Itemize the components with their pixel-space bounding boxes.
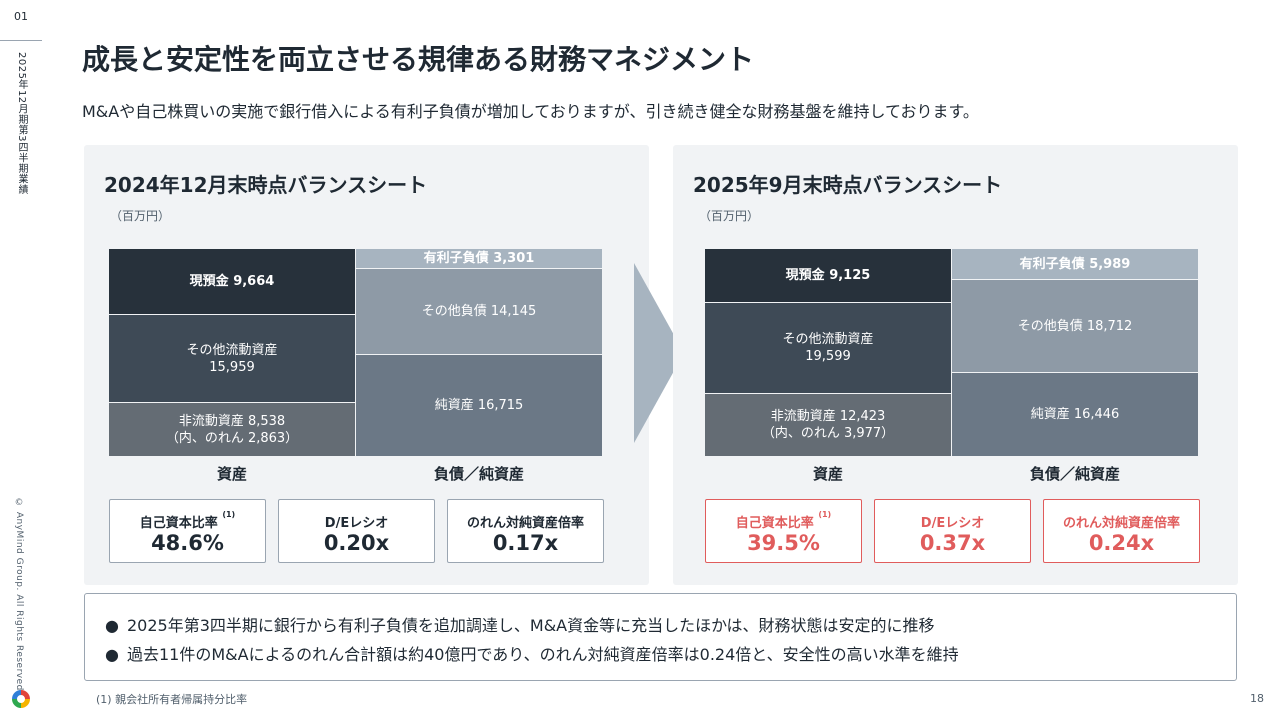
asset-block-cash: 現預金 9,664 (109, 249, 355, 315)
kpi-de-ratio: D/Eレシオ 0.37x (874, 499, 1031, 563)
liabilities-axis-label: 負債／純資産 (433, 465, 524, 483)
kpi-row: 自己資本比率 (1) 48.6% D/Eレシオ 0.20x のれん対純資産倍率 … (109, 499, 605, 563)
liab-block-debt: 有利子負債 5,989 (952, 249, 1198, 280)
balance-sheet-chart: 現預金 9,664 その他流動資産 15,959 非流動資産 8,538 （内、… (109, 249, 603, 456)
section-label: 2025年12月期第3四半期業績 (16, 52, 27, 195)
assets-axis-label: 資産 (216, 465, 247, 483)
kpi-value: 0.24x (1088, 531, 1155, 555)
balance-sheet-panel-2024: 2024年12月末時点バランスシート （百万円） 現預金 9,664 その他流動… (84, 145, 649, 585)
assets-column: 現預金 9,664 その他流動資産 15,959 非流動資産 8,538 （内、… (109, 249, 355, 456)
assets-column: 現預金 9,125 その他流動資産 19,599 非流動資産 12,423 （内… (705, 249, 951, 456)
liab-block-equity: 純資産 16,446 (952, 373, 1198, 456)
block-label: 純資産 16,446 (1030, 407, 1120, 422)
liabilities-axis-label: 負債／純資産 (1029, 465, 1120, 483)
kpi-label: のれん対純資産倍率 (466, 516, 584, 531)
block-label: 非流動資産 8,538 (178, 413, 286, 429)
kpi-de-ratio: D/Eレシオ 0.20x (278, 499, 435, 563)
sidebar-divider (0, 40, 42, 41)
block-label: 現預金 9,125 (785, 268, 871, 283)
block-label: その他流動資産 (186, 342, 278, 358)
block-sublabel: （内、のれん 2,863） (165, 430, 299, 446)
asset-block-noncurrent: 非流動資産 12,423 （内、のれん 3,977） (705, 394, 951, 456)
page-title: 成長と安定性を両立させる規律ある財務マネジメント (82, 43, 755, 76)
block-value: 15,959 (209, 359, 255, 375)
company-logo-icon (12, 690, 30, 708)
liab-block-debt: 有利子負債 3,301 (356, 249, 602, 269)
page-subtitle: M&Aや自己株買いの実施で銀行借入による有利子負債が増加しておりますが、引き続き… (82, 102, 979, 121)
block-label: 有利子負債 5,989 (1019, 256, 1131, 272)
balance-sheet-panel-2025: 2025年9月末時点バランスシート （百万円） 現預金 9,125 その他流動資… (673, 145, 1238, 585)
assets-axis-label: 資産 (812, 465, 843, 483)
block-sublabel: （内、のれん 3,977） (761, 426, 895, 441)
kpi-label: D/Eレシオ (920, 516, 985, 531)
kpi-label: 自己資本比率 (1) (735, 510, 832, 531)
panel-title: 2025年9月末時点バランスシート (693, 173, 1003, 197)
liabilities-column: 有利子負債 5,989 その他負債 18,712 純資産 16,446 (952, 249, 1198, 456)
footnote-marker: (1) (222, 510, 236, 519)
asset-block-current: その他流動資産 19,599 (705, 303, 951, 394)
liab-block-other: その他負債 14,145 (356, 269, 602, 355)
kpi-value: 0.37x (919, 531, 986, 555)
unit-label: （百万円） (699, 209, 760, 223)
block-label: 純資産 16,715 (434, 398, 524, 413)
kpi-value: 0.17x (492, 531, 559, 555)
block-value: 19,599 (805, 349, 851, 364)
asset-block-cash: 現預金 9,125 (705, 249, 951, 303)
chevron-right-icon (634, 263, 684, 443)
block-label: その他負債 14,145 (421, 304, 537, 319)
block-label: その他流動資産 (782, 332, 874, 347)
kpi-goodwill-ratio: のれん対純資産倍率 0.17x (447, 499, 604, 563)
page-number: 18 (1250, 692, 1264, 705)
footnote: (1) 親会社所有者帰属持分比率 (96, 693, 248, 706)
kpi-equity-ratio: 自己資本比率 (1) 39.5% (705, 499, 862, 563)
kpi-goodwill-ratio: のれん対純資産倍率 0.24x (1043, 499, 1200, 563)
kpi-label: D/Eレシオ (324, 516, 389, 531)
bullet-text: 過去11件のM&Aによるのれん合計額は約40億円であり、のれん対純資産倍率は0.… (127, 645, 959, 664)
summary-bullet-2: ● 過去11件のM&Aによるのれん合計額は約40億円であり、のれん対純資産倍率は0… (105, 641, 959, 665)
summary-bullet-1: ● 2025年第3四半期に銀行から有利子負債を追加調達し、M&A資金等に充当したほ… (105, 612, 935, 636)
copyright-text: © AnyMind Group. All Rights Reserved. (14, 498, 24, 695)
bullet-icon: ● (105, 645, 119, 664)
summary-box: ● 2025年第3四半期に銀行から有利子負債を追加調達し、M&A資金等に充当したほ… (84, 593, 1237, 681)
kpi-label: 自己資本比率 (1) (139, 510, 236, 531)
kpi-value: 0.20x (323, 531, 390, 555)
section-number: 01 (14, 10, 28, 23)
kpi-label: のれん対純資産倍率 (1062, 516, 1180, 531)
liabilities-column: 有利子負債 3,301 その他負債 14,145 純資産 16,715 (356, 249, 602, 456)
liab-block-other: その他負債 18,712 (952, 280, 1198, 373)
asset-block-current: その他流動資産 15,959 (109, 315, 355, 403)
footnote-marker: (1) (818, 510, 832, 519)
sidebar: 01 2025年12月期第3四半期業績 © AnyMind Group. All… (0, 0, 42, 720)
kpi-equity-ratio: 自己資本比率 (1) 48.6% (109, 499, 266, 563)
kpi-row: 自己資本比率 (1) 39.5% D/Eレシオ 0.37x のれん対純資産倍率 … (705, 499, 1201, 563)
bullet-text: 2025年第3四半期に銀行から有利子負債を追加調達し、M&A資金等に充当したほか… (127, 616, 935, 635)
kpi-value: 48.6% (151, 531, 224, 555)
bullet-icon: ● (105, 616, 119, 635)
panel-title: 2024年12月末時点バランスシート (104, 173, 428, 197)
asset-block-noncurrent: 非流動資産 8,538 （内、のれん 2,863） (109, 403, 355, 456)
block-label: その他負債 18,712 (1017, 318, 1133, 334)
liab-block-equity: 純資産 16,715 (356, 355, 602, 456)
kpi-value: 39.5% (747, 531, 820, 555)
block-label: 非流動資産 12,423 (770, 409, 886, 424)
block-label: 有利子負債 3,301 (423, 251, 535, 266)
balance-sheet-chart: 現預金 9,125 その他流動資産 19,599 非流動資産 12,423 （内… (705, 249, 1199, 456)
unit-label: （百万円） (110, 209, 171, 223)
block-label: 現預金 9,664 (189, 274, 275, 289)
